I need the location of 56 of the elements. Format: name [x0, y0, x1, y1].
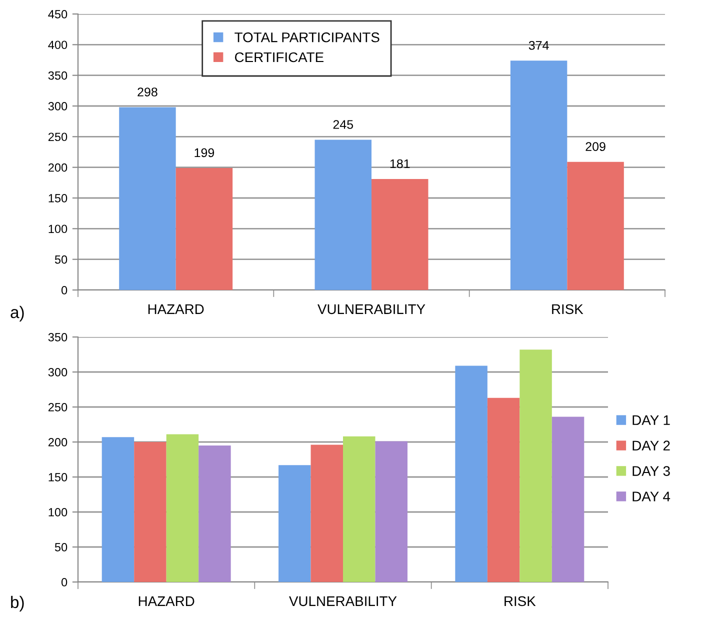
- y-tick-label: 250: [48, 132, 68, 142]
- y-tick-label: 0: [61, 286, 68, 294]
- legend-label: DAY 1: [632, 415, 670, 425]
- bar: [198, 446, 231, 582]
- legend-label: CERTIFICATE: [234, 52, 324, 62]
- data-label: 199: [194, 148, 214, 158]
- y-tick-label: 100: [48, 224, 68, 234]
- bar: [310, 444, 343, 582]
- y-tick-label: 200: [48, 163, 68, 172]
- y-tick-label: 400: [48, 40, 68, 50]
- bar: [520, 350, 552, 582]
- x-tick-label: RISK: [552, 304, 584, 314]
- y-tick-label: 450: [48, 10, 68, 18]
- legend-label: DAY 3: [632, 466, 670, 476]
- x-tick-label: HAZARD: [148, 304, 204, 314]
- data-label: 374: [528, 40, 549, 50]
- bar: [278, 465, 311, 582]
- y-tick-label: 250: [48, 403, 68, 412]
- text: a): [10, 306, 24, 322]
- y-tick-label: 150: [48, 194, 68, 202]
- bar: [375, 441, 408, 582]
- data-label: 209: [586, 142, 606, 152]
- bar: [510, 60, 568, 290]
- bar: [176, 168, 233, 290]
- bar: [166, 434, 199, 582]
- legend-label: DAY 4: [632, 492, 670, 502]
- y-tick-label: 50: [54, 543, 68, 552]
- data-label: 245: [333, 120, 354, 129]
- legend-label: TOTAL PARTICIPANTS: [234, 32, 380, 42]
- legend-label: DAY 2: [632, 440, 670, 450]
- bar: [487, 398, 520, 582]
- bar: [134, 442, 166, 582]
- x-tick-label: VULNERABILITY: [289, 596, 397, 606]
- bar: [567, 162, 624, 290]
- bar: [119, 107, 176, 290]
- bar: [314, 140, 372, 290]
- y-tick-label: 350: [48, 71, 68, 80]
- y-tick-label: 350: [48, 333, 68, 342]
- bar: [102, 437, 134, 582]
- bar: [343, 436, 376, 582]
- y-tick-label: 100: [48, 508, 68, 516]
- x-tick-label: RISK: [504, 596, 536, 606]
- y-tick-label: 200: [48, 438, 68, 446]
- data-label: 298: [138, 88, 158, 96]
- y-tick-label: 0: [61, 578, 68, 586]
- y-tick-label: 150: [48, 473, 68, 482]
- bar: [372, 178, 428, 290]
- text: b): [11, 596, 24, 612]
- y-tick-label: 300: [48, 368, 68, 376]
- x-tick-label: VULNERABILITY: [318, 304, 426, 314]
- y-tick-label: 300: [48, 102, 68, 110]
- y-tick-label: 50: [54, 255, 68, 264]
- bar: [455, 366, 488, 582]
- bar: [552, 416, 584, 582]
- data-label: 181: [390, 159, 410, 168]
- x-tick-label: HAZARD: [138, 596, 194, 606]
